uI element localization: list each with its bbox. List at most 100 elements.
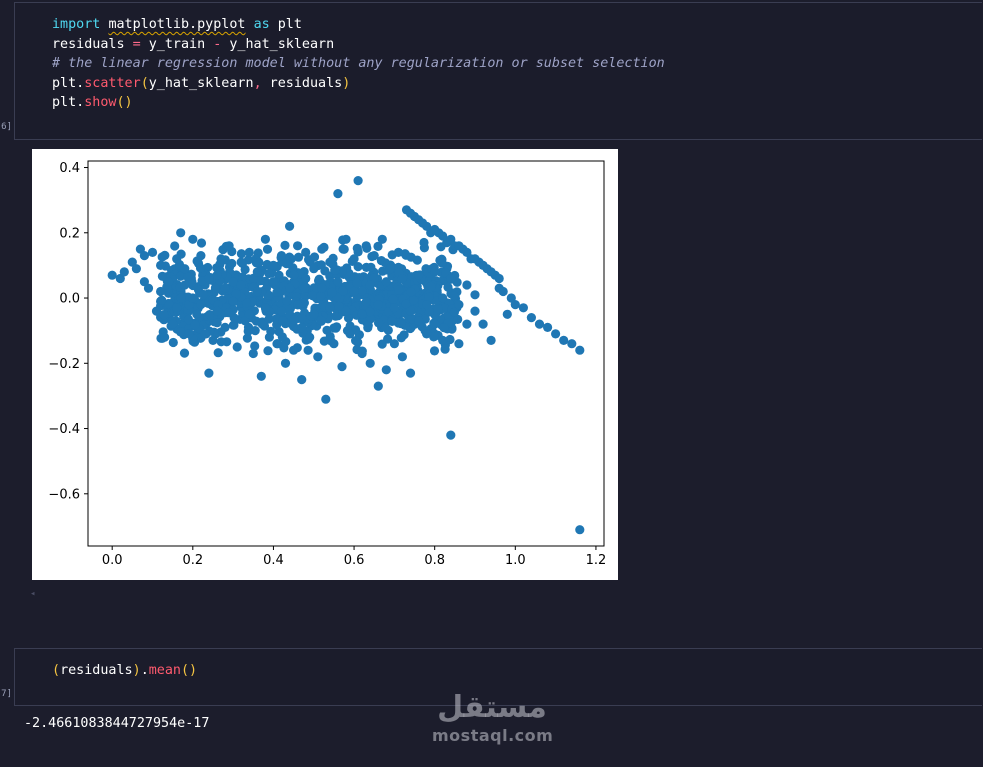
scatter-point (397, 273, 407, 284)
scroll-left-icon[interactable]: ◂ (30, 589, 36, 599)
scatter-point-fill (183, 272, 193, 282)
scatter-point (272, 339, 283, 349)
scatter-point-fill (242, 333, 252, 343)
scatter-point-fill (334, 301, 344, 311)
scatter-point (240, 316, 250, 326)
scatter-point (317, 244, 327, 254)
paren-close-2: ) (132, 663, 141, 678)
scatter-point-fill (352, 278, 362, 288)
scatter-point-fill (159, 310, 169, 320)
scatter-point (534, 319, 545, 329)
scatter-point-fill (429, 346, 440, 356)
scatter-point (208, 335, 218, 345)
scatter-point (341, 306, 351, 316)
scatter-point (341, 234, 351, 244)
scatter-point (236, 257, 246, 267)
scatter-point (567, 339, 577, 349)
paren-open: ( (140, 75, 149, 91)
scatter-point-fill (170, 241, 180, 251)
scatter-point (470, 306, 480, 316)
scatter-point (414, 215, 424, 225)
code-cell-scatter[interactable]: import matplotlib.pyplot as plt residual… (14, 2, 982, 140)
scatter-point (301, 273, 311, 284)
scatter-point (377, 234, 387, 244)
scatter-point-fill (357, 286, 367, 296)
scatter-point-fill (440, 344, 450, 354)
scatter-point (381, 277, 391, 287)
scatter-point (297, 375, 307, 385)
scatter-point (329, 339, 339, 349)
code-line-2: residuals = y_train - y_hat_sklearn (15, 35, 982, 55)
scatter-point (373, 300, 383, 310)
scatter-point-fill (289, 315, 299, 325)
scatter-point-fill (330, 265, 340, 275)
scatter-point (107, 270, 117, 280)
scatter-point-fill (352, 243, 362, 253)
operator-assign: = (132, 36, 141, 52)
scatter-point-fill (309, 252, 320, 262)
code-line-1: import matplotlib.pyplot as plt (15, 15, 982, 35)
scatter-point (462, 319, 472, 329)
mean-output: -2.4661083844727954e-17 (24, 716, 210, 731)
scatter-point (188, 234, 198, 244)
scatter-point (260, 234, 270, 244)
scatter-point-fill (426, 281, 436, 291)
scatter-point (305, 332, 315, 342)
scatter-point (498, 286, 508, 297)
scatter-point-fill (363, 320, 373, 330)
scatter-point-fill (394, 285, 404, 295)
alias-name: plt (277, 17, 302, 32)
scatter-point (236, 280, 246, 290)
scatter-point (385, 264, 395, 274)
scatter-point-fill (264, 268, 274, 279)
scatter-point-fill (338, 286, 348, 296)
scatter-point (228, 277, 238, 287)
watermark-latin: mostaql.com (432, 726, 554, 745)
scatter-point-fill (157, 295, 167, 305)
scatter-point-fill (205, 310, 215, 320)
scatter-point (224, 241, 234, 251)
scatter-point (196, 251, 206, 261)
scatter-point (280, 358, 291, 368)
scatter-point-fill (272, 287, 282, 297)
scatter-point (559, 335, 569, 345)
scatter-point (486, 267, 496, 277)
scatter-point-fill (216, 337, 226, 347)
x-tick-label: 0.4 (263, 553, 284, 568)
scatter-point-fill (396, 319, 406, 329)
code-line-4: plt.scatter(y_hat_sklearn, residuals) (15, 74, 982, 94)
scatter-point (454, 300, 464, 310)
module-name: matplotlib.pyplot (108, 17, 246, 32)
scatter-point (526, 313, 536, 323)
x-tick-label: 0.6 (344, 553, 365, 568)
code-comment: # the linear regression model without an… (52, 56, 665, 71)
scatter-point-fill (388, 294, 398, 304)
scatter-point-fill (303, 345, 313, 355)
scatter-point-fill (377, 339, 387, 349)
scatter-point (381, 365, 391, 375)
scatter-point (212, 306, 222, 316)
y-tick-label: −0.4 (48, 422, 80, 437)
fn-show: show (84, 95, 117, 110)
scatter-point (462, 280, 472, 290)
scatter-point-fill (190, 320, 200, 330)
scatter-point (365, 358, 375, 368)
scatter-point-fill (331, 323, 341, 333)
scatter-point-fill (241, 298, 252, 308)
scatter-point (204, 273, 214, 284)
scatter-point (486, 335, 496, 345)
scatter-point (260, 303, 270, 313)
scatter-point (506, 293, 516, 303)
scatter-point (228, 296, 238, 306)
scatter-point-fill (251, 316, 261, 326)
obj-plt-2: plt. (52, 95, 85, 110)
scatter-point-fill (409, 295, 419, 305)
var-y-train: y_train (148, 36, 206, 52)
scatter-point (430, 267, 440, 277)
watermark-arabic: مستقل (437, 690, 547, 725)
scatter-point (389, 339, 399, 349)
scatter-point-fill (255, 276, 266, 286)
scatter-point (575, 525, 585, 535)
code-cell-mean[interactable]: (residuals).mean() (14, 648, 982, 706)
scatter-point-fill (179, 348, 190, 358)
